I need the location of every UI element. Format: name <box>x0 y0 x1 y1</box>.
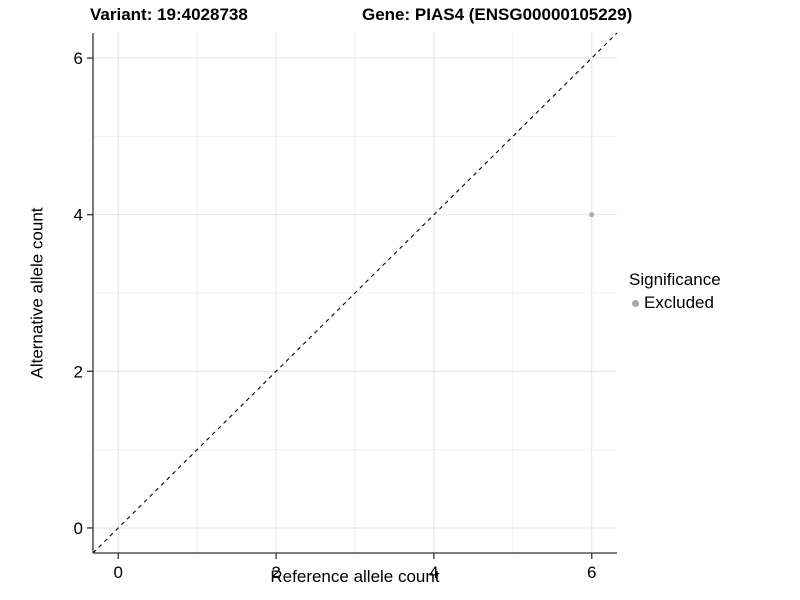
identity-dashed-line <box>92 32 618 554</box>
data-point <box>589 212 595 218</box>
x-tick-label: 6 <box>587 563 596 582</box>
legend: Significance Excluded <box>629 270 721 313</box>
x-tick-label: 0 <box>114 563 123 582</box>
y-tick-label: 4 <box>74 206 83 225</box>
y-axis-title-box: Alternative allele count <box>20 33 56 553</box>
y-tick-label: 2 <box>74 362 83 381</box>
gene-title: Gene: PIAS4 (ENSG00000105229) <box>362 5 633 24</box>
x-tick-label: 4 <box>429 563 438 582</box>
y-tick-label: 0 <box>74 519 83 538</box>
y-axis-title: Alternative allele count <box>28 207 48 379</box>
variant-title: Variant: 19:4028738 <box>90 5 248 24</box>
legend-item: Excluded <box>629 293 721 313</box>
legend-point-icon <box>632 299 639 307</box>
x-tick-label: 2 <box>271 563 280 582</box>
legend-item-label: Excluded <box>644 293 714 312</box>
y-tick-label: 6 <box>74 49 83 68</box>
x-axis-title: Reference allele count <box>270 567 440 586</box>
legend-title: Significance <box>629 270 721 289</box>
